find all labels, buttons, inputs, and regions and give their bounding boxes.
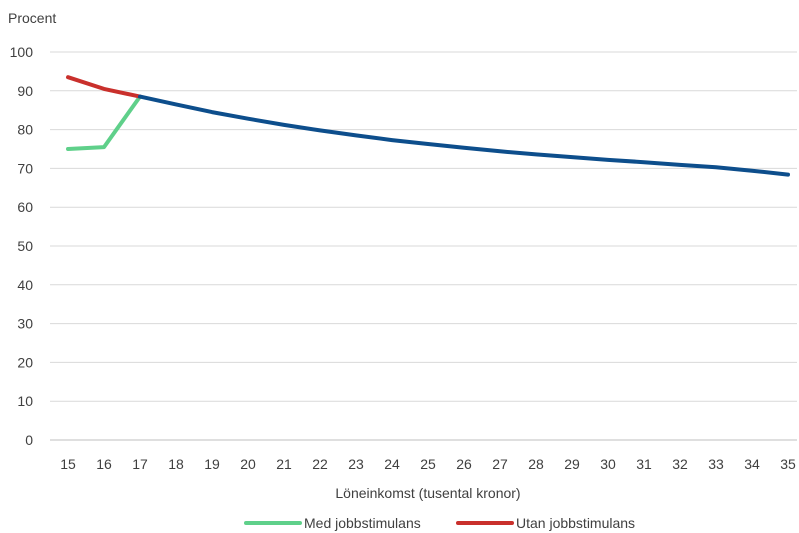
x-tick-label: 19 [204, 456, 220, 472]
x-tick-label: 33 [708, 456, 724, 472]
x-tick-label: 31 [636, 456, 652, 472]
x-tick-label: 34 [744, 456, 760, 472]
x-tick-label: 27 [492, 456, 508, 472]
y-tick-label: 30 [17, 316, 33, 332]
y-axis-title: Procent [8, 10, 56, 26]
y-tick-label: 70 [17, 160, 33, 176]
y-tick-labels: 0 10 20 30 40 50 60 70 80 90 100 [10, 44, 34, 448]
x-tick-label: 18 [168, 456, 184, 472]
y-tick-label: 60 [17, 199, 33, 215]
x-tick-label: 25 [420, 456, 436, 472]
x-tick-label: 30 [600, 456, 616, 472]
x-tick-label: 29 [564, 456, 580, 472]
x-tick-label: 24 [384, 456, 400, 472]
y-tick-label: 80 [17, 122, 33, 138]
y-tick-label: 50 [17, 238, 33, 254]
x-axis-title: Löneinkomst (tusental kronor) [335, 485, 520, 501]
gridlines [50, 51, 797, 441]
x-tick-label: 21 [276, 456, 292, 472]
y-tick-label: 40 [17, 277, 33, 293]
legend-label: Utan jobbstimulans [516, 515, 635, 531]
x-tick-label: 28 [528, 456, 544, 472]
x-tick-label: 32 [672, 456, 688, 472]
x-tick-label: 15 [60, 456, 76, 472]
series-lines [66, 75, 790, 177]
series-line-med-jobbstimulans [66, 94, 142, 151]
x-tick-label: 23 [348, 456, 364, 472]
x-tick-label: 26 [456, 456, 472, 472]
x-tick-label: 20 [240, 456, 256, 472]
y-tick-label: 0 [25, 432, 33, 448]
x-tick-labels: 15 16 17 18 19 20 21 22 23 24 25 26 27 28 29 30 31 32 33 34… [60, 456, 796, 472]
x-tick-label: 35 [780, 456, 796, 472]
legend: Med jobbstimulans Utan jobbstimulans [244, 515, 635, 531]
y-tick-label: 90 [17, 83, 33, 99]
x-tick-label: 16 [96, 456, 112, 472]
x-tick-label: 17 [132, 456, 148, 472]
x-tick-label: 22 [312, 456, 328, 472]
series-line-unnamed [138, 94, 790, 177]
y-tick-label: 20 [17, 354, 33, 370]
legend-label: Med jobbstimulans [304, 515, 421, 531]
series-line-utan-jobbstimulans [66, 75, 142, 99]
y-tick-label: 10 [17, 393, 33, 409]
y-tick-label: 100 [10, 44, 34, 60]
